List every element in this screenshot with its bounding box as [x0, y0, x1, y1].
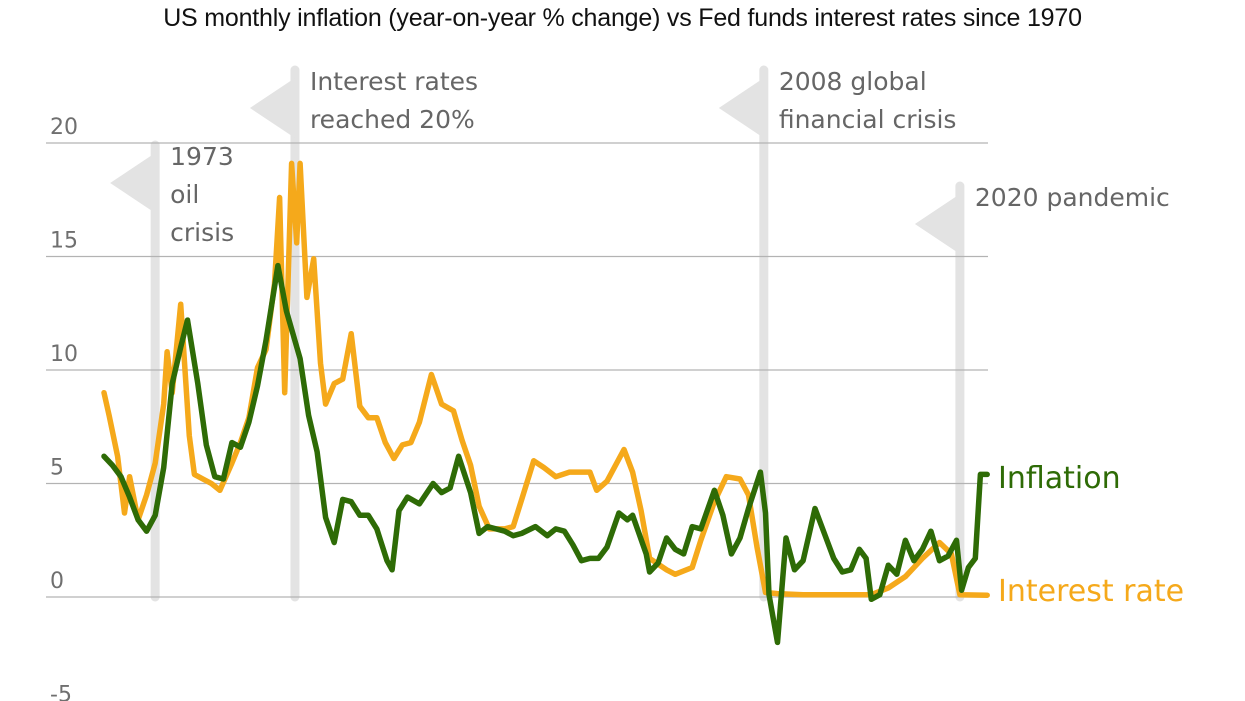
y-tick-label: 20: [50, 115, 78, 140]
annotation-label: 1973: [170, 142, 234, 171]
annotation-label: Interest rates: [310, 67, 478, 96]
flag-pennant-icon: [914, 194, 960, 254]
y-tick-label: 0: [50, 569, 64, 594]
annotation-label: financial crisis: [779, 105, 957, 134]
annotation-label: 2008 global: [779, 67, 927, 96]
annotation-flag: 2020 pandemic: [914, 181, 1170, 602]
y-tick-label: 5: [50, 456, 64, 481]
flag-pennant-icon: [718, 78, 764, 138]
inflation-line: [101, 262, 990, 646]
annotation-label: oil: [170, 180, 199, 209]
gridlines: [46, 142, 988, 598]
y-tick-label: 10: [50, 342, 78, 367]
legend-interest-rate-label: Interest rate: [998, 574, 1184, 609]
annotation-label: crisis: [170, 218, 234, 247]
y-tick-label: -5: [50, 683, 72, 701]
y-axis-ticks: 20 15 10 5 0 -5: [50, 115, 78, 701]
legend-inflation-label: Inflation: [998, 461, 1121, 496]
y-tick-label: 15: [50, 229, 78, 254]
annotation-label: 2020 pandemic: [975, 183, 1170, 212]
annotation-label: reached 20%: [310, 105, 475, 134]
flag-pennant-icon: [110, 153, 156, 213]
interest-rate-line: [101, 160, 990, 598]
chart-title: US monthly inflation (year-on-year % cha…: [163, 4, 1082, 32]
annotation-flag: 1973 oil crisis: [110, 140, 234, 602]
legend: Inflation Interest rate: [998, 461, 1184, 609]
data-series: [101, 160, 990, 646]
flag-pennant-icon: [249, 78, 295, 138]
